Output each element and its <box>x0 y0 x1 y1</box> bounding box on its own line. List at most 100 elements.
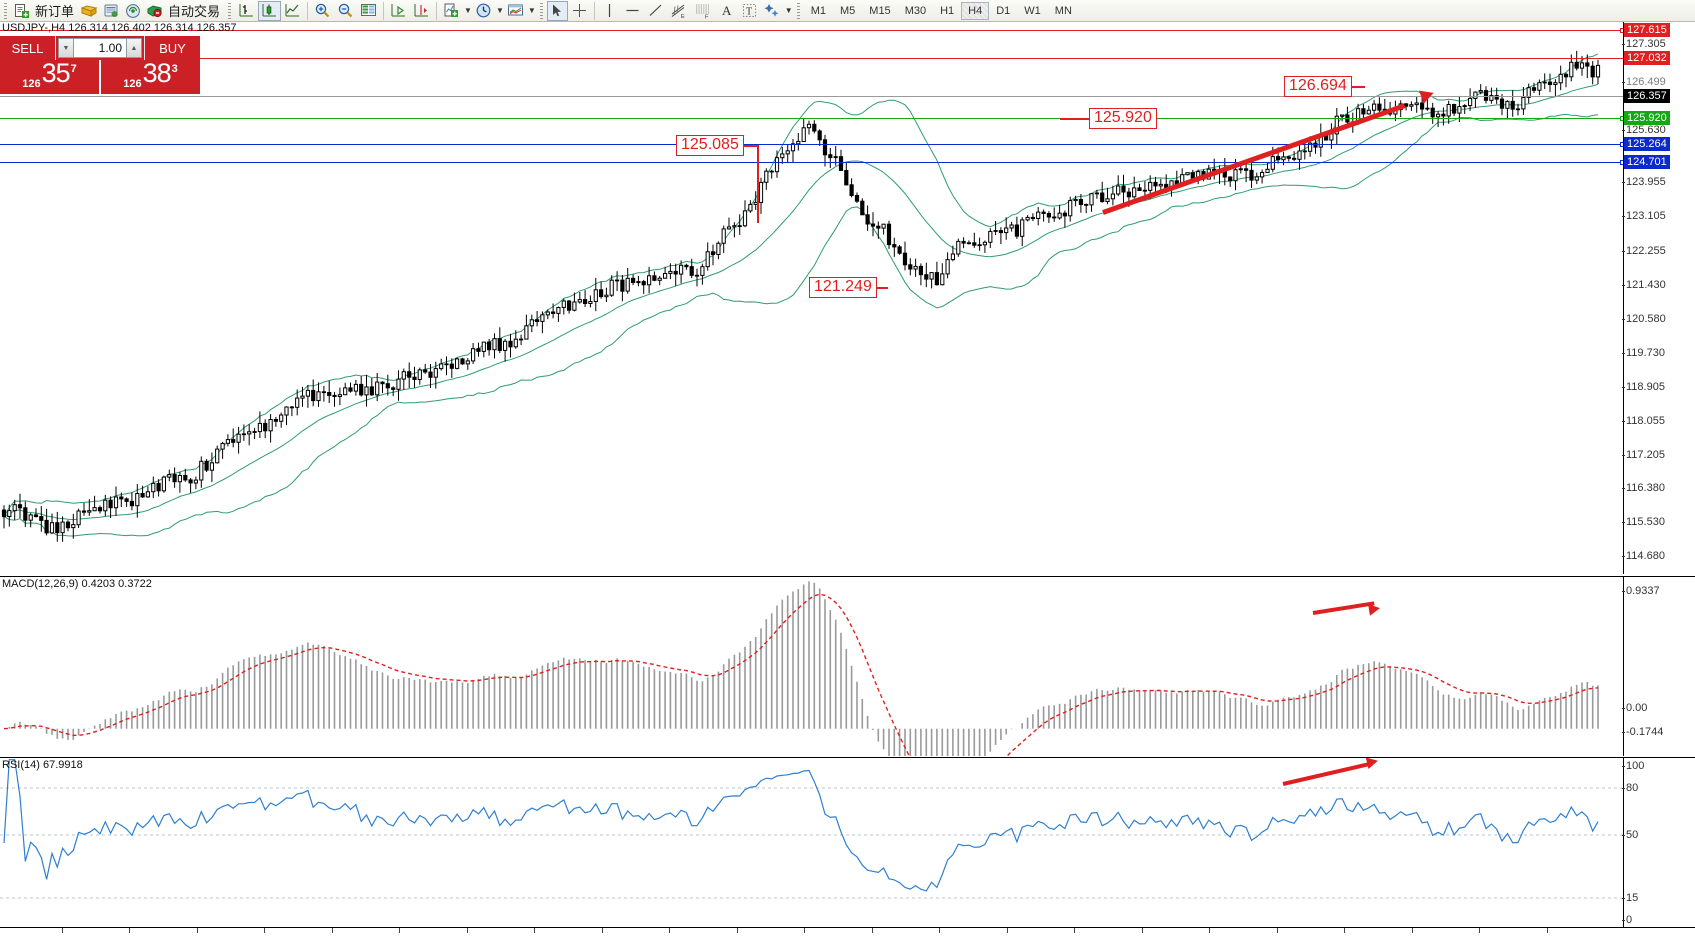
timeframe-m15[interactable]: M15 <box>869 4 891 17</box>
autotrading-icon[interactable] <box>144 1 166 21</box>
auto-scroll-icon[interactable] <box>410 1 433 21</box>
timeframe-m1[interactable]: M1 <box>810 4 826 17</box>
price-tick-121430: 121.430 <box>1622 279 1666 291</box>
time-tick <box>264 928 265 933</box>
macd-pane-label: MACD(12,26,9) 0.4203 0.3722 <box>2 578 152 590</box>
buy-price-display[interactable]: 126 38 3 <box>101 60 200 94</box>
annotation-121249[interactable]: 121.249 <box>809 277 877 298</box>
chevron-down-icon-4[interactable]: ▼ <box>784 6 793 15</box>
level-line-126357-current <box>0 96 1624 97</box>
chevron-down-icon-3[interactable]: ▼ <box>527 6 536 15</box>
price-pane[interactable]: USDJPY-,H4 126.314 126.402 126.314 126.3… <box>0 22 1695 574</box>
shapes-icon[interactable] <box>761 1 784 21</box>
rsi-plot[interactable]: RSI(14) 67.9918 <box>0 758 1624 927</box>
zoom-out-icon[interactable] <box>334 1 357 21</box>
timeframe-d1[interactable]: D1 <box>996 4 1011 17</box>
time-label: 16 Mar 20:00 <box>473 942 535 944</box>
time-tick <box>1141 928 1143 933</box>
time-tick <box>534 928 535 933</box>
level-line-127615[interactable] <box>0 28 1624 33</box>
buy-price-main: 38 <box>142 58 172 88</box>
price-plot[interactable]: USDJPY-,H4 126.314 126.402 126.314 126.3… <box>0 22 1624 574</box>
vertical-line-icon[interactable] <box>598 1 621 21</box>
time-label: 30 Mar 04:00 <box>945 942 1007 944</box>
autotrading-label[interactable]: 自动交易 <box>168 5 221 20</box>
new-order-label[interactable]: 新订单 <box>35 5 75 20</box>
volume-input[interactable]: 1.00 <box>74 38 126 58</box>
templates-icon[interactable] <box>504 1 527 21</box>
toolbar-grip-3[interactable] <box>537 1 545 20</box>
bar-chart-icon[interactable] <box>235 1 258 21</box>
line-chart-icon[interactable] <box>281 1 304 21</box>
terminal-icon[interactable] <box>100 1 122 21</box>
level-line-127032[interactable] <box>0 58 1624 59</box>
svg-text:F: F <box>705 14 709 19</box>
rsi-tick-15: 15 <box>1621 892 1639 904</box>
timeframe-m30[interactable]: M30 <box>904 4 927 17</box>
time-tick <box>736 928 738 933</box>
symbol-ohlc-header: USDJPY-,H4 126.314 126.402 126.314 126.3… <box>2 22 237 34</box>
fibonacci-icon[interactable]: F <box>691 1 715 21</box>
chevron-down-icon-2[interactable]: ▼ <box>495 6 504 15</box>
timeframe-m5[interactable]: M5 <box>840 4 856 17</box>
sell-price-display[interactable]: 126 35 7 <box>0 60 101 94</box>
time-tick <box>669 928 670 933</box>
timeframe-w1[interactable]: W1 <box>1024 4 1041 17</box>
data-window-icon[interactable] <box>357 1 380 21</box>
buy-button[interactable]: BUY <box>144 36 200 60</box>
time-tick <box>331 928 333 933</box>
level-line-125264[interactable] <box>0 142 1624 147</box>
period-clock-icon[interactable] <box>472 1 495 21</box>
crosshair-icon[interactable] <box>568 1 591 21</box>
time-axis: Mar 2022 6 Mar 23:00 8 Mar 04:00 9 Mar 12:0… <box>0 927 1695 944</box>
level-line-124701[interactable] <box>0 160 1624 165</box>
equidistant-channel-icon[interactable]: E <box>667 1 691 21</box>
volume-decrement-button[interactable]: ▼ <box>58 38 74 58</box>
macd-pane[interactable]: MACD(12,26,9) 0.4203 0.3722 0.9337 0.00 … <box>0 576 1695 756</box>
horizontal-line-icon[interactable] <box>621 1 644 21</box>
annotation-125920[interactable]: 125.920 <box>1089 108 1157 129</box>
price-axis[interactable]: 127.615 127.305 127.032 126.499 126.357 … <box>1622 22 1695 574</box>
price-tick-125630: 125.630 <box>1622 124 1666 136</box>
chevron-down-icon[interactable]: ▼ <box>464 6 472 15</box>
time-tick <box>399 928 400 933</box>
sell-price-prefix: 126 <box>22 78 41 90</box>
macd-tick-zero: 0.00 <box>1621 702 1648 714</box>
annotation-126694[interactable]: 126.694 <box>1284 76 1352 97</box>
macd-plot[interactable]: MACD(12,26,9) 0.4203 0.3722 <box>0 577 1624 756</box>
timeframe-h4[interactable]: H4 <box>961 1 990 20</box>
chart-shift-icon[interactable] <box>387 1 410 21</box>
new-order-icon[interactable] <box>11 1 33 21</box>
folder-icon[interactable] <box>78 1 100 21</box>
time-tick <box>61 928 63 933</box>
time-label: 7 Apr 20:00 <box>1283 942 1337 944</box>
time-label: 9 Mar 12:00 <box>203 942 259 944</box>
time-label: 13 Apr 20:00 <box>1485 942 1545 944</box>
toolbar-grip-4[interactable] <box>794 1 802 20</box>
macd-tick-max: 0.9337 <box>1622 585 1660 597</box>
time-tick <box>1411 928 1413 933</box>
rsi-pane[interactable]: RSI(14) 67.9918 100 80 50 15 0 <box>0 757 1695 927</box>
volume-increment-button[interactable]: ▲ <box>126 38 142 58</box>
timeframe-h1[interactable]: H1 <box>940 4 955 17</box>
text-icon[interactable]: A <box>715 1 738 21</box>
annotation-125085[interactable]: 125.085 <box>676 135 744 156</box>
level-line-125920[interactable] <box>0 116 1624 121</box>
macd-axis: 0.9337 0.00 -0.1744 <box>1621 577 1695 756</box>
add-indicator-icon[interactable] <box>440 1 463 21</box>
toolbar-grip-2[interactable] <box>226 1 234 20</box>
signal-icon[interactable] <box>122 1 144 21</box>
svg-text:A: A <box>722 3 732 18</box>
sell-button[interactable]: SELL <box>0 36 56 60</box>
zoom-in-icon[interactable] <box>311 1 334 21</box>
one-click-trading-panel[interactable]: SELL ▼ 1.00 ▲ BUY 126 35 7 126 38 3 <box>0 36 200 94</box>
trendline-icon[interactable] <box>644 1 667 21</box>
candlestick-chart-icon[interactable] <box>258 0 282 21</box>
timeframe-mn[interactable]: MN <box>1054 4 1072 17</box>
time-tick <box>1074 928 1075 933</box>
toolbar-grip[interactable] <box>2 1 9 20</box>
time-label: 14 Mar 04:00 <box>338 942 400 944</box>
cursor-icon[interactable] <box>546 0 568 21</box>
chart-area[interactable]: USDJPY-,H4 126.314 126.402 126.314 126.3… <box>0 22 1695 944</box>
label-icon[interactable]: T <box>738 1 761 21</box>
